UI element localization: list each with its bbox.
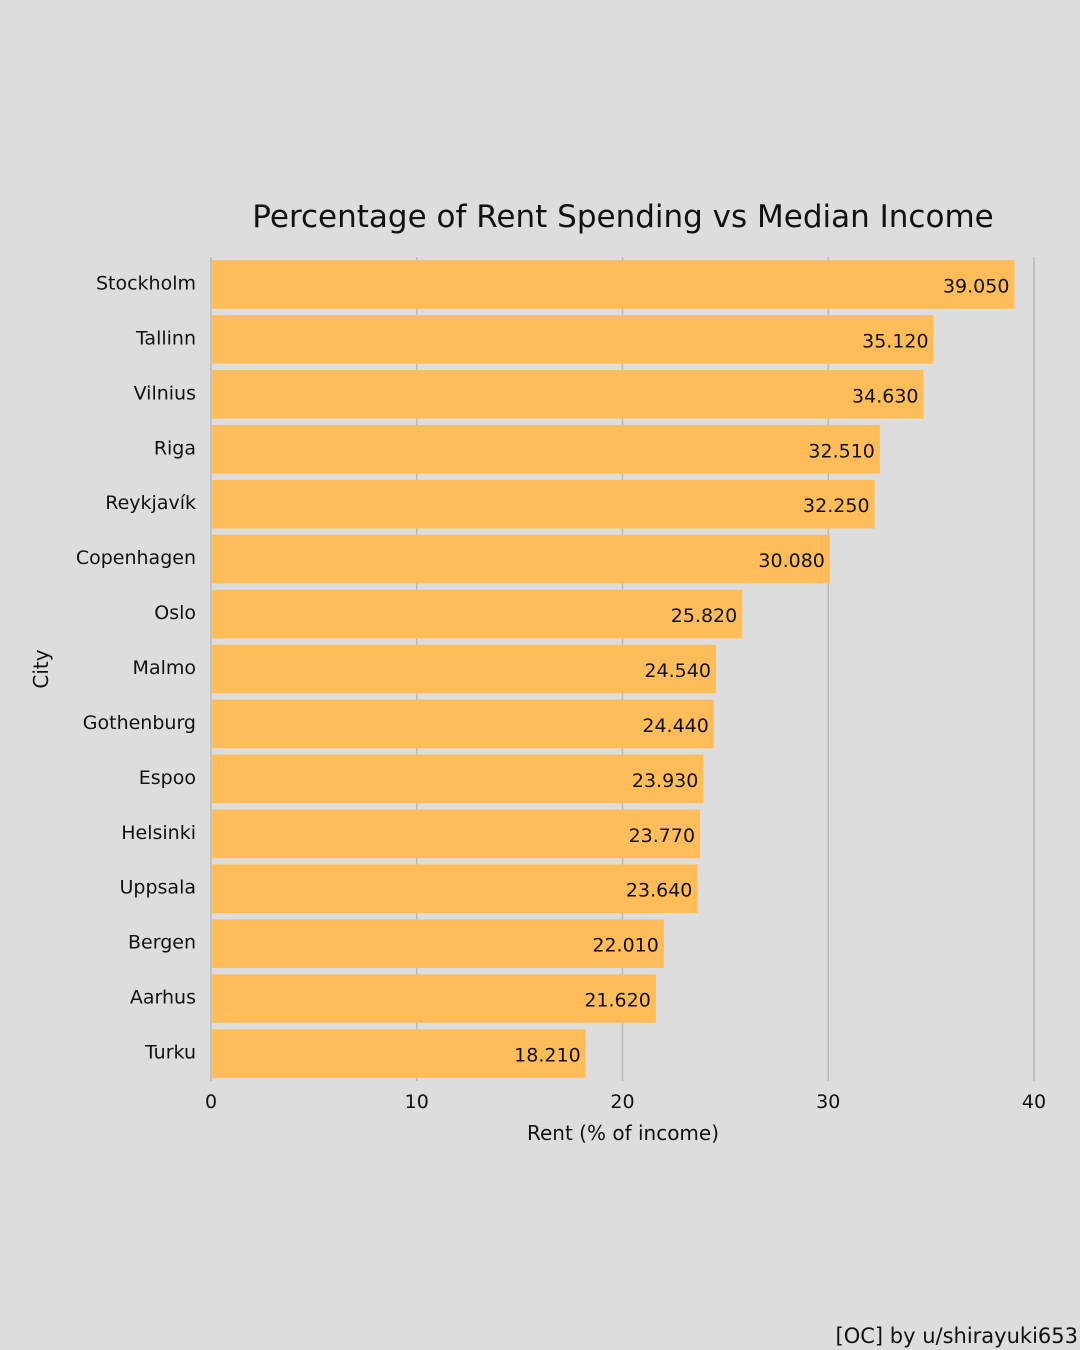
- bar-value-label: 39.050: [943, 275, 1009, 297]
- bar: [211, 809, 701, 859]
- y-category-label: Riga: [154, 437, 196, 459]
- bar-value-label: 32.250: [803, 495, 869, 517]
- bar-value-label: 32.510: [808, 440, 874, 462]
- x-tick-label: 10: [405, 1091, 429, 1113]
- bar-value-label: 35.120: [862, 330, 928, 352]
- y-category-label: Aarhus: [130, 987, 196, 1009]
- y-category-label: Espoo: [139, 767, 196, 789]
- y-category-label: Reykjavík: [105, 492, 196, 514]
- bar: [211, 589, 743, 639]
- bar: [211, 534, 830, 584]
- bar-value-label: 24.440: [642, 715, 708, 737]
- bar: [211, 370, 924, 419]
- bar: [211, 315, 934, 364]
- bar: [211, 699, 714, 749]
- x-axis-label: Rent (% of income): [527, 1121, 719, 1145]
- x-axis-ticks: 0 10 20 30 40: [205, 1091, 1046, 1113]
- y-category-label: Uppsala: [120, 877, 197, 899]
- y-category-label: Tallinn: [135, 327, 196, 349]
- bar-value-label: 18.210: [514, 1045, 580, 1067]
- bar: [211, 864, 698, 914]
- y-axis-categories: Stockholm Tallinn Vilnius Riga Reykjavík Cope…: [76, 272, 196, 1063]
- y-category-label: Turku: [144, 1042, 196, 1064]
- bar: [211, 974, 656, 1023]
- y-category-label: Gothenburg: [83, 712, 196, 734]
- bar: [211, 754, 704, 804]
- y-category-label: Bergen: [128, 932, 196, 954]
- bar-value-label: 34.630: [852, 385, 918, 407]
- bar-value-label: 23.770: [629, 825, 695, 847]
- bar: [211, 479, 875, 529]
- y-category-label: Copenhagen: [76, 547, 196, 569]
- y-category-label: Helsinki: [121, 822, 196, 844]
- y-axis-label: City: [29, 649, 53, 688]
- bar: [211, 424, 880, 474]
- credit-text: [OC] by u/shirayuki653: [835, 1324, 1078, 1348]
- chart-title: Percentage of Rent Spending vs Median In…: [252, 199, 993, 235]
- bar: [211, 1029, 586, 1078]
- bar: [211, 260, 1015, 309]
- bar-value-label: 23.930: [632, 770, 698, 792]
- y-category-label: Vilnius: [134, 382, 196, 404]
- bars: 39.050 35.120 34.630 32.510 32.250 30.080 25.8…: [211, 260, 1015, 1078]
- bar-value-label: 24.540: [644, 660, 710, 682]
- bar: [211, 919, 664, 968]
- bar-value-label: 21.620: [584, 990, 650, 1012]
- y-category-label: Malmo: [133, 657, 196, 679]
- x-tick-label: 0: [205, 1091, 217, 1113]
- bar-value-label: 25.820: [671, 605, 737, 627]
- bar-value-label: 22.010: [592, 935, 658, 957]
- bar-value-label: 23.640: [626, 880, 692, 902]
- x-tick-label: 30: [816, 1091, 840, 1113]
- x-tick-label: 40: [1022, 1091, 1046, 1113]
- x-tick-label: 20: [610, 1091, 634, 1113]
- y-category-label: Stockholm: [96, 272, 196, 294]
- bar: [211, 644, 716, 694]
- y-category-label: Oslo: [154, 602, 196, 624]
- bar-value-label: 30.080: [758, 550, 824, 572]
